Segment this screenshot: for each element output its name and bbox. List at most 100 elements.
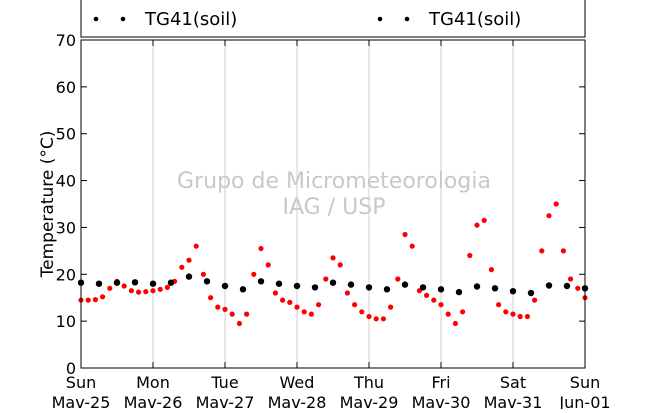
data-point [251,271,257,277]
x-tick-date: Mav-25 [52,393,111,409]
data-point [100,294,106,300]
data-point [128,288,134,294]
legend-marker [93,16,99,22]
data-point [272,290,278,296]
data-point [185,273,193,280]
legend-marker [377,16,383,22]
data-point [287,299,293,305]
data-point [330,255,336,261]
y-tick-label: 0 [66,359,76,378]
plot-border [80,39,586,369]
data-point [395,276,401,282]
data-point [275,280,283,287]
y-axis-label: Temperature (°C) [38,131,58,279]
data-point [503,309,509,315]
data-point [437,286,445,293]
x-tick-date: Mav-29 [340,393,399,409]
x-tick-weekday: Tue [210,373,238,392]
data-point [164,284,170,290]
data-point [244,311,250,317]
data-point [365,284,373,291]
x-axis: SunMav-25MonMav-26TueMav-27WedMav-28ThuM… [52,40,611,412]
data-point [347,281,355,288]
data-point [366,313,372,320]
data-point [524,313,531,320]
data-point [113,279,121,286]
data-point [229,311,235,317]
data-point [344,290,350,296]
x-tick-date: Mav-31 [484,393,543,409]
y-tick-label: 40 [56,172,76,191]
x-tick-date: Mav-28 [268,393,327,409]
y-tick-label: 10 [56,312,76,331]
data-point [258,245,264,252]
data-point [167,279,175,286]
data-point [136,289,142,295]
data-point [401,281,409,288]
data-point [85,297,91,303]
data-point [239,286,247,293]
data-point [352,302,358,308]
gridlines [152,40,514,368]
data-point [467,252,473,259]
y-axis: 0 10 20 30 40 50 60 70 [56,31,585,378]
data-point [445,311,451,317]
data-point [452,320,458,327]
data-point [481,217,487,223]
series-1 [77,273,589,297]
data-point [121,283,127,289]
data-point [460,309,466,315]
data-point [186,257,192,263]
data-point [419,284,427,291]
data-point [488,267,494,273]
data-point [474,222,480,228]
data-point [532,297,538,303]
data-point [575,285,581,291]
data-point [236,320,242,327]
data-point [473,283,481,290]
x-tick-weekday: Thu [353,373,384,392]
x-tick-date: Mav-27 [196,393,255,409]
data-point [431,297,437,303]
legend-box [80,0,586,38]
data-point [222,306,228,312]
x-tick-date: Mav-26 [124,393,183,409]
y-tick-label: 30 [56,218,76,237]
data-point [539,248,545,254]
y-tick-label: 70 [56,31,76,50]
data-point [193,243,199,249]
data-point [149,280,157,287]
data-point [323,276,329,282]
watermark-line: Grupo de Micrometeorologia [177,169,491,194]
data-point [409,243,415,249]
y-tick-label: 60 [56,78,76,97]
data-point [510,311,516,317]
data-point [553,201,559,207]
data-point [143,289,149,295]
series-0 [78,201,588,327]
legend-marker [404,16,410,22]
data-point [329,279,337,286]
plot-frame [80,39,586,369]
y-tick-label: 20 [56,265,76,284]
data-point [383,286,391,293]
data-point [509,288,517,295]
data-point [95,280,103,287]
x-tick-date: Mav-30 [412,393,471,409]
series-layer [77,201,589,327]
data-point [337,262,343,268]
legend: TG41(soil) TG41(soil) [80,0,586,38]
legend-marker [120,16,126,22]
data-point [203,278,211,285]
data-point [265,262,271,268]
data-point [545,282,553,289]
data-point [568,276,574,282]
data-point [107,285,113,291]
data-point [563,282,571,290]
data-point [311,284,319,291]
data-point [496,302,502,308]
watermark-line: IAG / USP [283,195,386,220]
data-point [380,316,386,322]
